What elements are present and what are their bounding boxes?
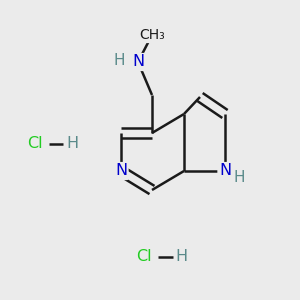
Text: N: N <box>115 164 127 178</box>
Text: N: N <box>132 55 144 70</box>
Text: Cl: Cl <box>27 136 42 152</box>
Text: CH₃: CH₃ <box>139 28 165 42</box>
Text: N: N <box>219 164 231 178</box>
Text: H: H <box>66 136 78 152</box>
Text: Cl: Cl <box>136 249 152 264</box>
Text: H: H <box>176 249 188 264</box>
Text: H: H <box>114 53 125 68</box>
Text: H: H <box>234 169 245 184</box>
